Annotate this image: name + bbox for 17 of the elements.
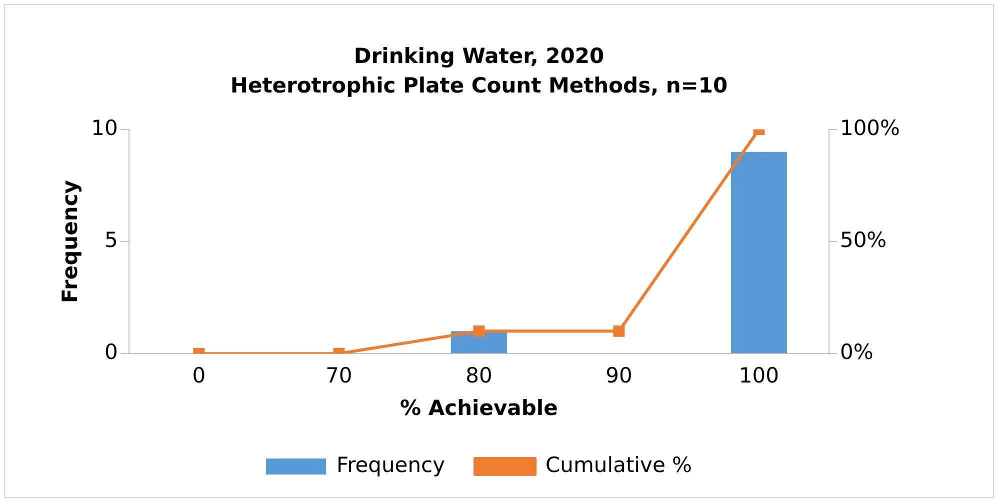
y2-tick-label: 100%	[840, 116, 900, 140]
x-tick-label: 70	[326, 364, 352, 388]
y-axis-title: Frequency	[58, 180, 82, 303]
y2-tick-label: 50%	[840, 228, 887, 252]
legend-label: Cumulative %	[546, 452, 692, 477]
chart-title: Drinking Water, 2020	[354, 44, 604, 68]
legend-label: Frequency	[336, 452, 446, 477]
y-tick-label: 0	[104, 340, 118, 364]
chart-subtitle: Heterotrophic Plate Count Methods, n=10	[230, 73, 728, 98]
x-tick-label: 90	[606, 364, 632, 388]
x-axis-title: % Achievable	[400, 396, 558, 420]
x-tick-label: 100	[738, 364, 780, 388]
y-tick-label: 10	[91, 116, 118, 140]
y-tick-label: 5	[104, 228, 118, 252]
x-tick-label: 80	[466, 364, 492, 388]
y2-tick-label: 0%	[840, 340, 874, 364]
x-tick-label: 0	[192, 364, 206, 388]
